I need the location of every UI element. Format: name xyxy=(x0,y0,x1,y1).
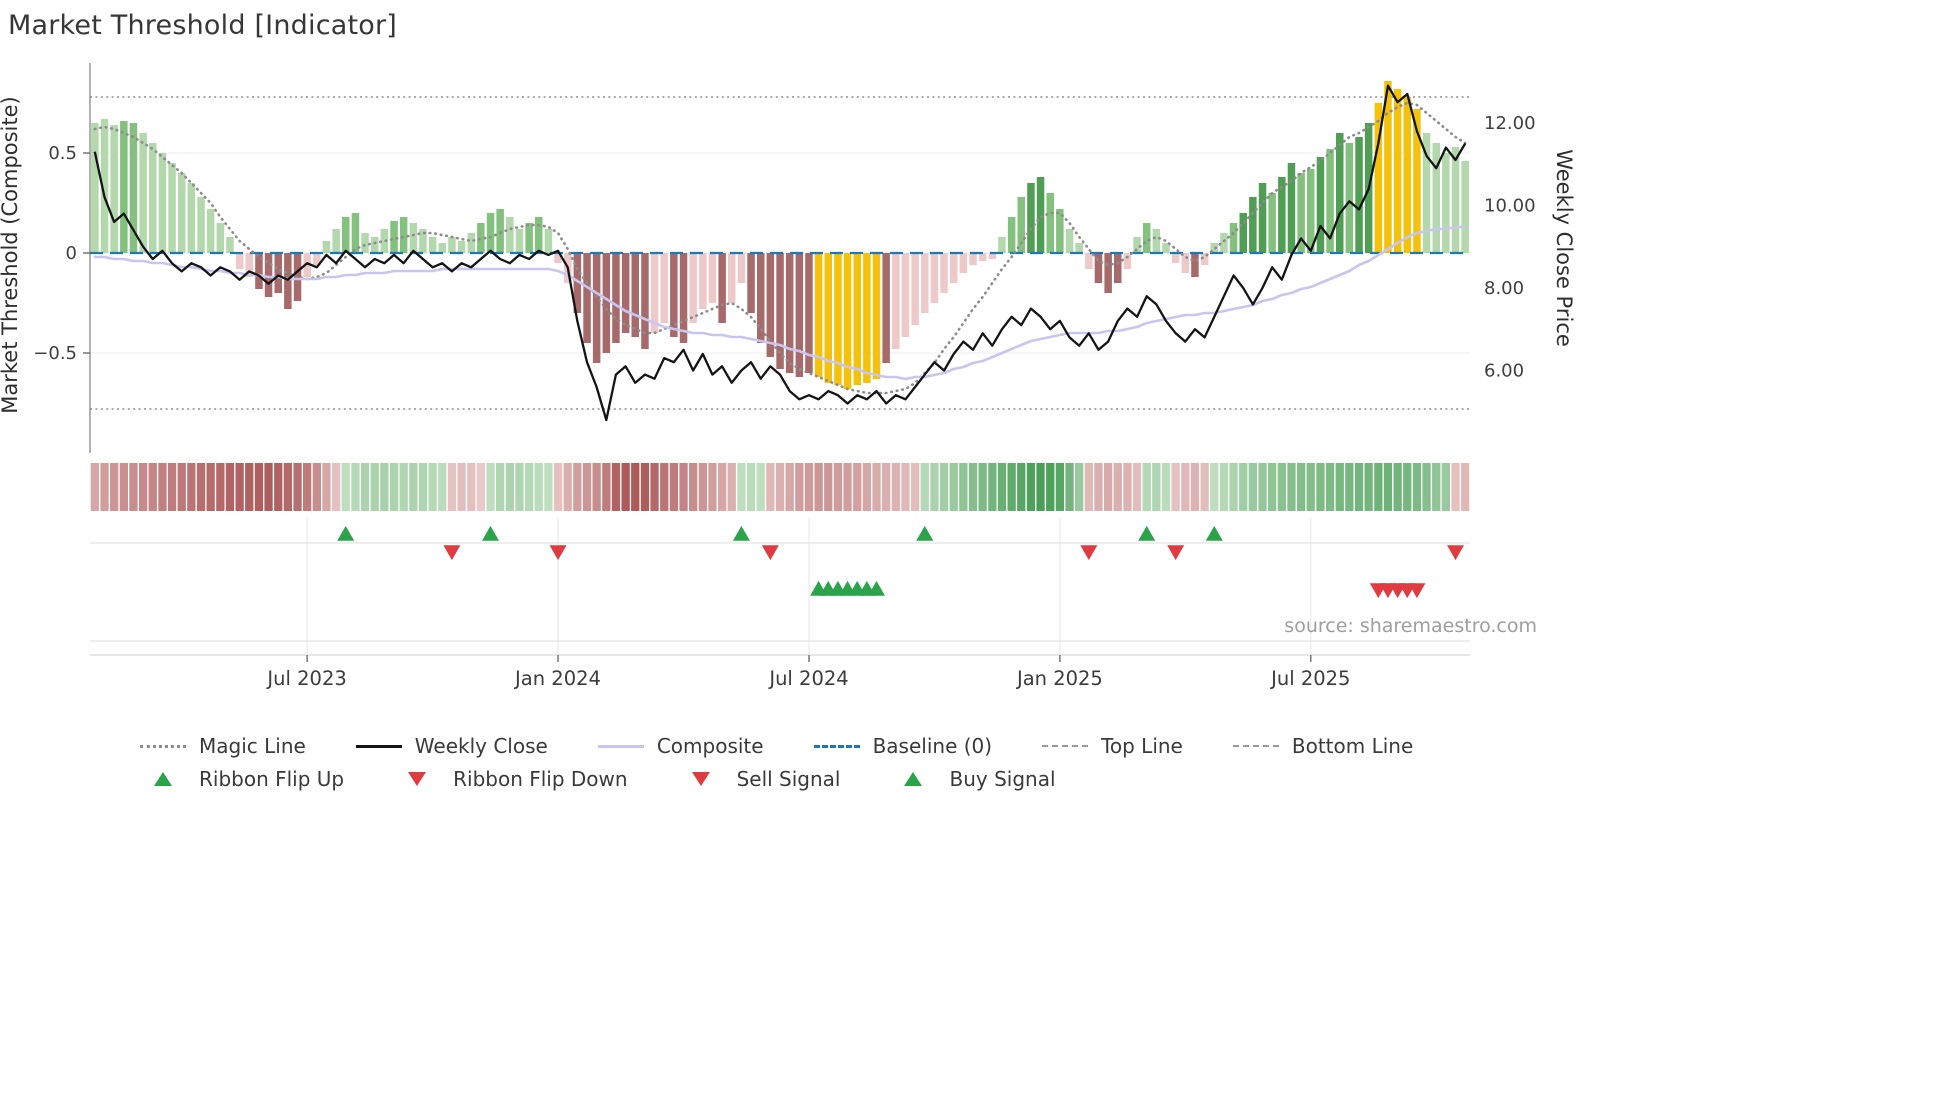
svg-text:Jul 2024: Jul 2024 xyxy=(767,667,848,690)
legend-item-buy-signal: Buy Signal xyxy=(890,767,1056,791)
triangle-down-icon xyxy=(691,772,710,786)
triangle-down-icon xyxy=(408,772,427,786)
magic-line xyxy=(93,101,1467,395)
svg-text:8.00: 8.00 xyxy=(1484,278,1524,299)
ribbon-flip-down-markers xyxy=(443,545,1465,561)
axes: 0.5 0 −0.5 12.00 10.00 8.00 6.00 xyxy=(33,63,1536,453)
signal-panel: Jul 2023 Jan 2024 Jul 2024 Jan 2025 Jul 2025 xyxy=(90,518,1470,690)
composite-bars xyxy=(91,81,1469,389)
chart-legend: Magic Line Weekly Close Composite Baseli… xyxy=(140,734,1960,791)
left-axis-label: Market Threshold (Composite) xyxy=(0,96,22,414)
legend-label: Top Line xyxy=(1101,734,1183,758)
ribbon-flip-up-markers xyxy=(337,525,1223,541)
legend-item-bottom-line: Bottom Line xyxy=(1232,734,1414,758)
source-credit: source: sharemaestro.com xyxy=(1284,615,1537,637)
legend-label: Composite xyxy=(656,734,764,758)
page-title: Market Threshold [Indicator] xyxy=(8,10,398,41)
legend-label: Weekly Close xyxy=(414,734,548,758)
chart-render-root: 0.5 0 −0.5 12.00 10.00 8.00 6.00 Jul 2023 Jan 20… xyxy=(33,63,1536,690)
swatch-box xyxy=(394,772,440,786)
legend-item-sell-signal: Sell Signal xyxy=(678,767,841,791)
weekly-close-swatch-icon xyxy=(355,744,402,748)
swatch-box xyxy=(890,772,936,786)
composite-swatch-icon xyxy=(597,744,644,748)
right-axis-label: Weekly Close Price xyxy=(1552,149,1576,347)
top-line-swatch-icon xyxy=(1042,745,1089,747)
weekly-close-line xyxy=(93,84,1467,422)
legend-row-markers: Ribbon Flip Up Ribbon Flip Down Sell Sig… xyxy=(140,767,1960,791)
triangle-up-icon xyxy=(154,772,172,786)
legend-item-top-line: Top Line xyxy=(1042,734,1183,758)
svg-text:Jul 2023: Jul 2023 xyxy=(265,667,346,690)
svg-text:12.00: 12.00 xyxy=(1484,113,1536,134)
legend-item-ribbon-flip-down: Ribbon Flip Down xyxy=(394,767,628,791)
ribbon-strip xyxy=(90,463,1470,511)
buy-signal-markers xyxy=(810,580,886,596)
legend-label: Sell Signal xyxy=(736,767,841,791)
swatch-box xyxy=(140,772,186,786)
legend-label: Bottom Line xyxy=(1291,734,1414,758)
svg-text:6.00: 6.00 xyxy=(1484,361,1524,382)
baseline-swatch-icon xyxy=(813,744,860,748)
legend-item-baseline: Baseline (0) xyxy=(813,734,993,758)
svg-text:Jan 2025: Jan 2025 xyxy=(1015,667,1103,690)
legend-row-lines: Magic Line Weekly Close Composite Baseli… xyxy=(140,734,1960,758)
svg-text:10.00: 10.00 xyxy=(1484,195,1536,216)
legend-label: Magic Line xyxy=(199,734,306,758)
sell-signal-markers xyxy=(1369,583,1426,599)
legend-label: Ribbon Flip Up xyxy=(199,767,345,791)
legend-label: Buy Signal xyxy=(949,767,1056,791)
legend-item-ribbon-flip-up: Ribbon Flip Up xyxy=(140,767,344,791)
composite-line xyxy=(93,225,1467,381)
legend-item-composite: Composite xyxy=(597,734,764,758)
triangle-up-icon xyxy=(904,772,923,786)
svg-text:−0.5: −0.5 xyxy=(33,343,77,364)
market-threshold-chart: 0.5 0 −0.5 12.00 10.00 8.00 6.00 Jul 2023 Jan 20… xyxy=(0,63,1576,690)
legend-label: Baseline (0) xyxy=(872,734,993,758)
svg-text:Jan 2024: Jan 2024 xyxy=(513,667,601,690)
magic-line-swatch-icon xyxy=(140,744,186,748)
bottom-line-swatch-icon xyxy=(1232,745,1279,747)
legend-label: Ribbon Flip Down xyxy=(453,767,628,791)
market-threshold-page: Market Threshold [Indicator] 0.5 0 −0.5 12.… xyxy=(0,10,1960,791)
svg-text:0: 0 xyxy=(66,243,77,264)
legend-item-weekly-close: Weekly Close xyxy=(355,734,548,758)
svg-text:Jul 2025: Jul 2025 xyxy=(1269,667,1350,690)
svg-text:0.5: 0.5 xyxy=(48,143,77,164)
legend-item-magic-line: Magic Line xyxy=(140,734,306,758)
swatch-box xyxy=(678,772,724,786)
